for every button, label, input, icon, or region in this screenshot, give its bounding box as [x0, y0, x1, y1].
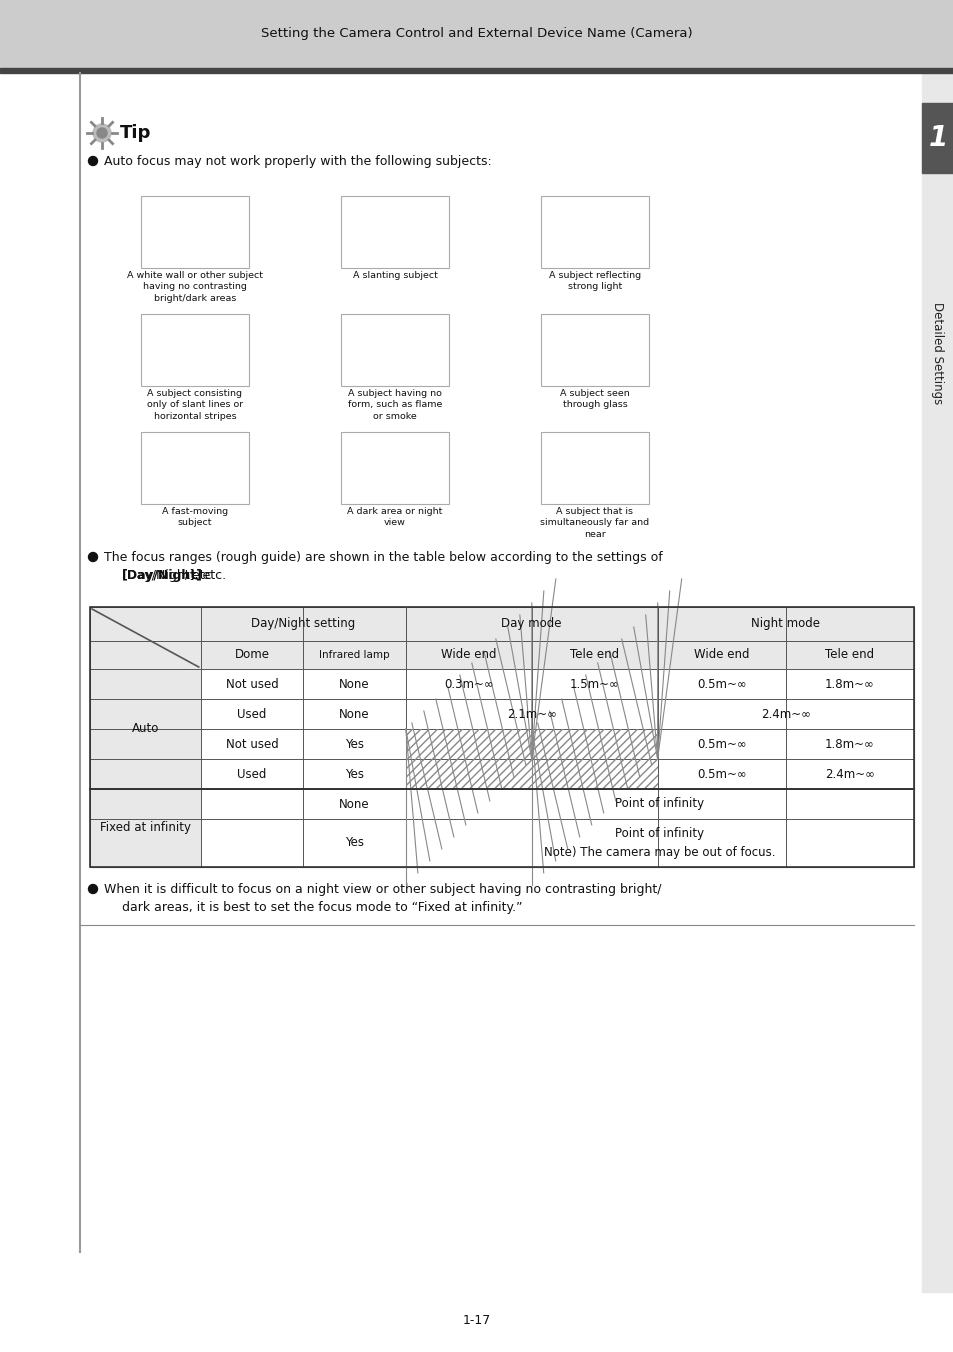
Bar [141, 314, 249, 387]
Text: A subject consisting
only of slant lines or
horizontal stripes: A subject consisting only of slant lines… [147, 389, 243, 420]
Bar [141, 433, 249, 504]
Text: Detailed Settings: Detailed Settings [930, 301, 943, 404]
Text: When it is difficult to focus on a night view or other subject having no contras: When it is difficult to focus on a night… [104, 883, 660, 895]
Circle shape [89, 553, 97, 561]
Text: Yes: Yes [345, 837, 364, 849]
Text: Point of infinity: Point of infinity [615, 798, 703, 810]
Text: Tele end: Tele end [570, 649, 618, 661]
Text: Wide end: Wide end [440, 649, 496, 661]
Bar [200, 641, 303, 669]
Text: 1: 1 [927, 124, 946, 151]
Text: Dome: Dome [234, 649, 269, 661]
Text: None: None [339, 707, 370, 721]
Bar [340, 196, 449, 268]
Bar [200, 607, 303, 641]
Bar [0, 68, 953, 73]
Bar [405, 729, 531, 758]
Text: Day/Night setting: Day/Night setting [251, 618, 355, 630]
Text: dark areas, it is best to set the focus mode to “Fixed at infinity.”: dark areas, it is best to set the focus … [122, 900, 522, 914]
Text: A dark area or night
view: A dark area or night view [347, 507, 442, 527]
Bar [141, 196, 249, 268]
Bar [90, 607, 913, 867]
Bar [340, 433, 449, 504]
Text: Yes: Yes [345, 768, 364, 780]
Text: 0.3m~∞: 0.3m~∞ [443, 677, 493, 691]
Text: Night mode: Night mode [751, 618, 820, 630]
Text: Infrared lamp: Infrared lamp [319, 650, 390, 660]
Bar [405, 758, 531, 790]
Text: [Day/Night]: [Day/Night] [122, 568, 203, 581]
Text: A subject having no
form, such as flame
or smoke: A subject having no form, such as flame … [348, 389, 442, 420]
Text: A subject seen
through glass: A subject seen through glass [559, 389, 629, 410]
Text: 2.1m~∞: 2.1m~∞ [506, 707, 556, 721]
Text: Setting the Camera Control and External Device Name (Camera): Setting the Camera Control and External … [261, 27, 692, 41]
Text: 0.5m~∞: 0.5m~∞ [696, 768, 746, 780]
Bar [921, 73, 953, 1293]
Text: Day mode: Day mode [501, 618, 561, 630]
Text: Point of infinity
Note) The camera may be out of focus.: Point of infinity Note) The camera may b… [543, 827, 775, 859]
Bar [921, 103, 953, 173]
Circle shape [89, 884, 97, 894]
Text: Used: Used [237, 768, 267, 780]
Bar [90, 641, 913, 669]
Text: 2.4m~∞: 2.4m~∞ [760, 707, 810, 721]
Text: A subject reflecting
strong light: A subject reflecting strong light [548, 270, 640, 292]
Text: A white wall or other subject
having no contrasting
bright/dark areas: A white wall or other subject having no … [127, 270, 263, 303]
Text: Not used: Not used [226, 677, 278, 691]
Bar [340, 314, 449, 387]
Bar [90, 607, 200, 867]
Bar [540, 433, 648, 504]
Text: Not used: Not used [226, 737, 278, 750]
Text: A fast-moving
subject: A fast-moving subject [162, 507, 228, 527]
Bar [531, 729, 657, 758]
Text: [Day/Night], etc.: [Day/Night], etc. [122, 568, 226, 581]
Text: Tip: Tip [120, 124, 152, 142]
Bar [405, 729, 531, 758]
Text: 1.8m~∞: 1.8m~∞ [824, 677, 874, 691]
Text: 1-17: 1-17 [462, 1314, 491, 1326]
Bar [540, 196, 648, 268]
Text: Used: Used [237, 707, 267, 721]
Text: Yes: Yes [345, 737, 364, 750]
Text: A subject that is
simultaneously far and
near: A subject that is simultaneously far and… [539, 507, 649, 539]
Circle shape [92, 124, 111, 142]
Bar [90, 607, 913, 867]
Bar [531, 729, 657, 758]
Text: 1.8m~∞: 1.8m~∞ [824, 737, 874, 750]
Text: 1.5m~∞: 1.5m~∞ [569, 677, 618, 691]
Bar [531, 758, 657, 790]
Text: Wide end: Wide end [693, 649, 749, 661]
Text: The focus ranges (rough guide) are shown in the table below according to the set: The focus ranges (rough guide) are shown… [104, 550, 662, 564]
Bar [0, 0, 953, 68]
Text: Auto: Auto [132, 722, 159, 735]
Circle shape [97, 128, 107, 138]
Bar [540, 314, 648, 387]
Bar [90, 607, 913, 641]
Text: 0.5m~∞: 0.5m~∞ [696, 677, 746, 691]
Text: None: None [339, 677, 370, 691]
Text: A slanting subject: A slanting subject [353, 270, 437, 280]
Text: Fixed at infinity: Fixed at infinity [100, 822, 191, 834]
Text: Auto focus may not work properly with the following subjects:: Auto focus may not work properly with th… [104, 154, 491, 168]
Text: , etc.: , etc. [184, 568, 215, 581]
Circle shape [89, 157, 97, 165]
Text: 0.5m~∞: 0.5m~∞ [696, 737, 746, 750]
Text: None: None [339, 798, 370, 810]
Text: Tele end: Tele end [824, 649, 874, 661]
Text: 2.4m~∞: 2.4m~∞ [824, 768, 874, 780]
